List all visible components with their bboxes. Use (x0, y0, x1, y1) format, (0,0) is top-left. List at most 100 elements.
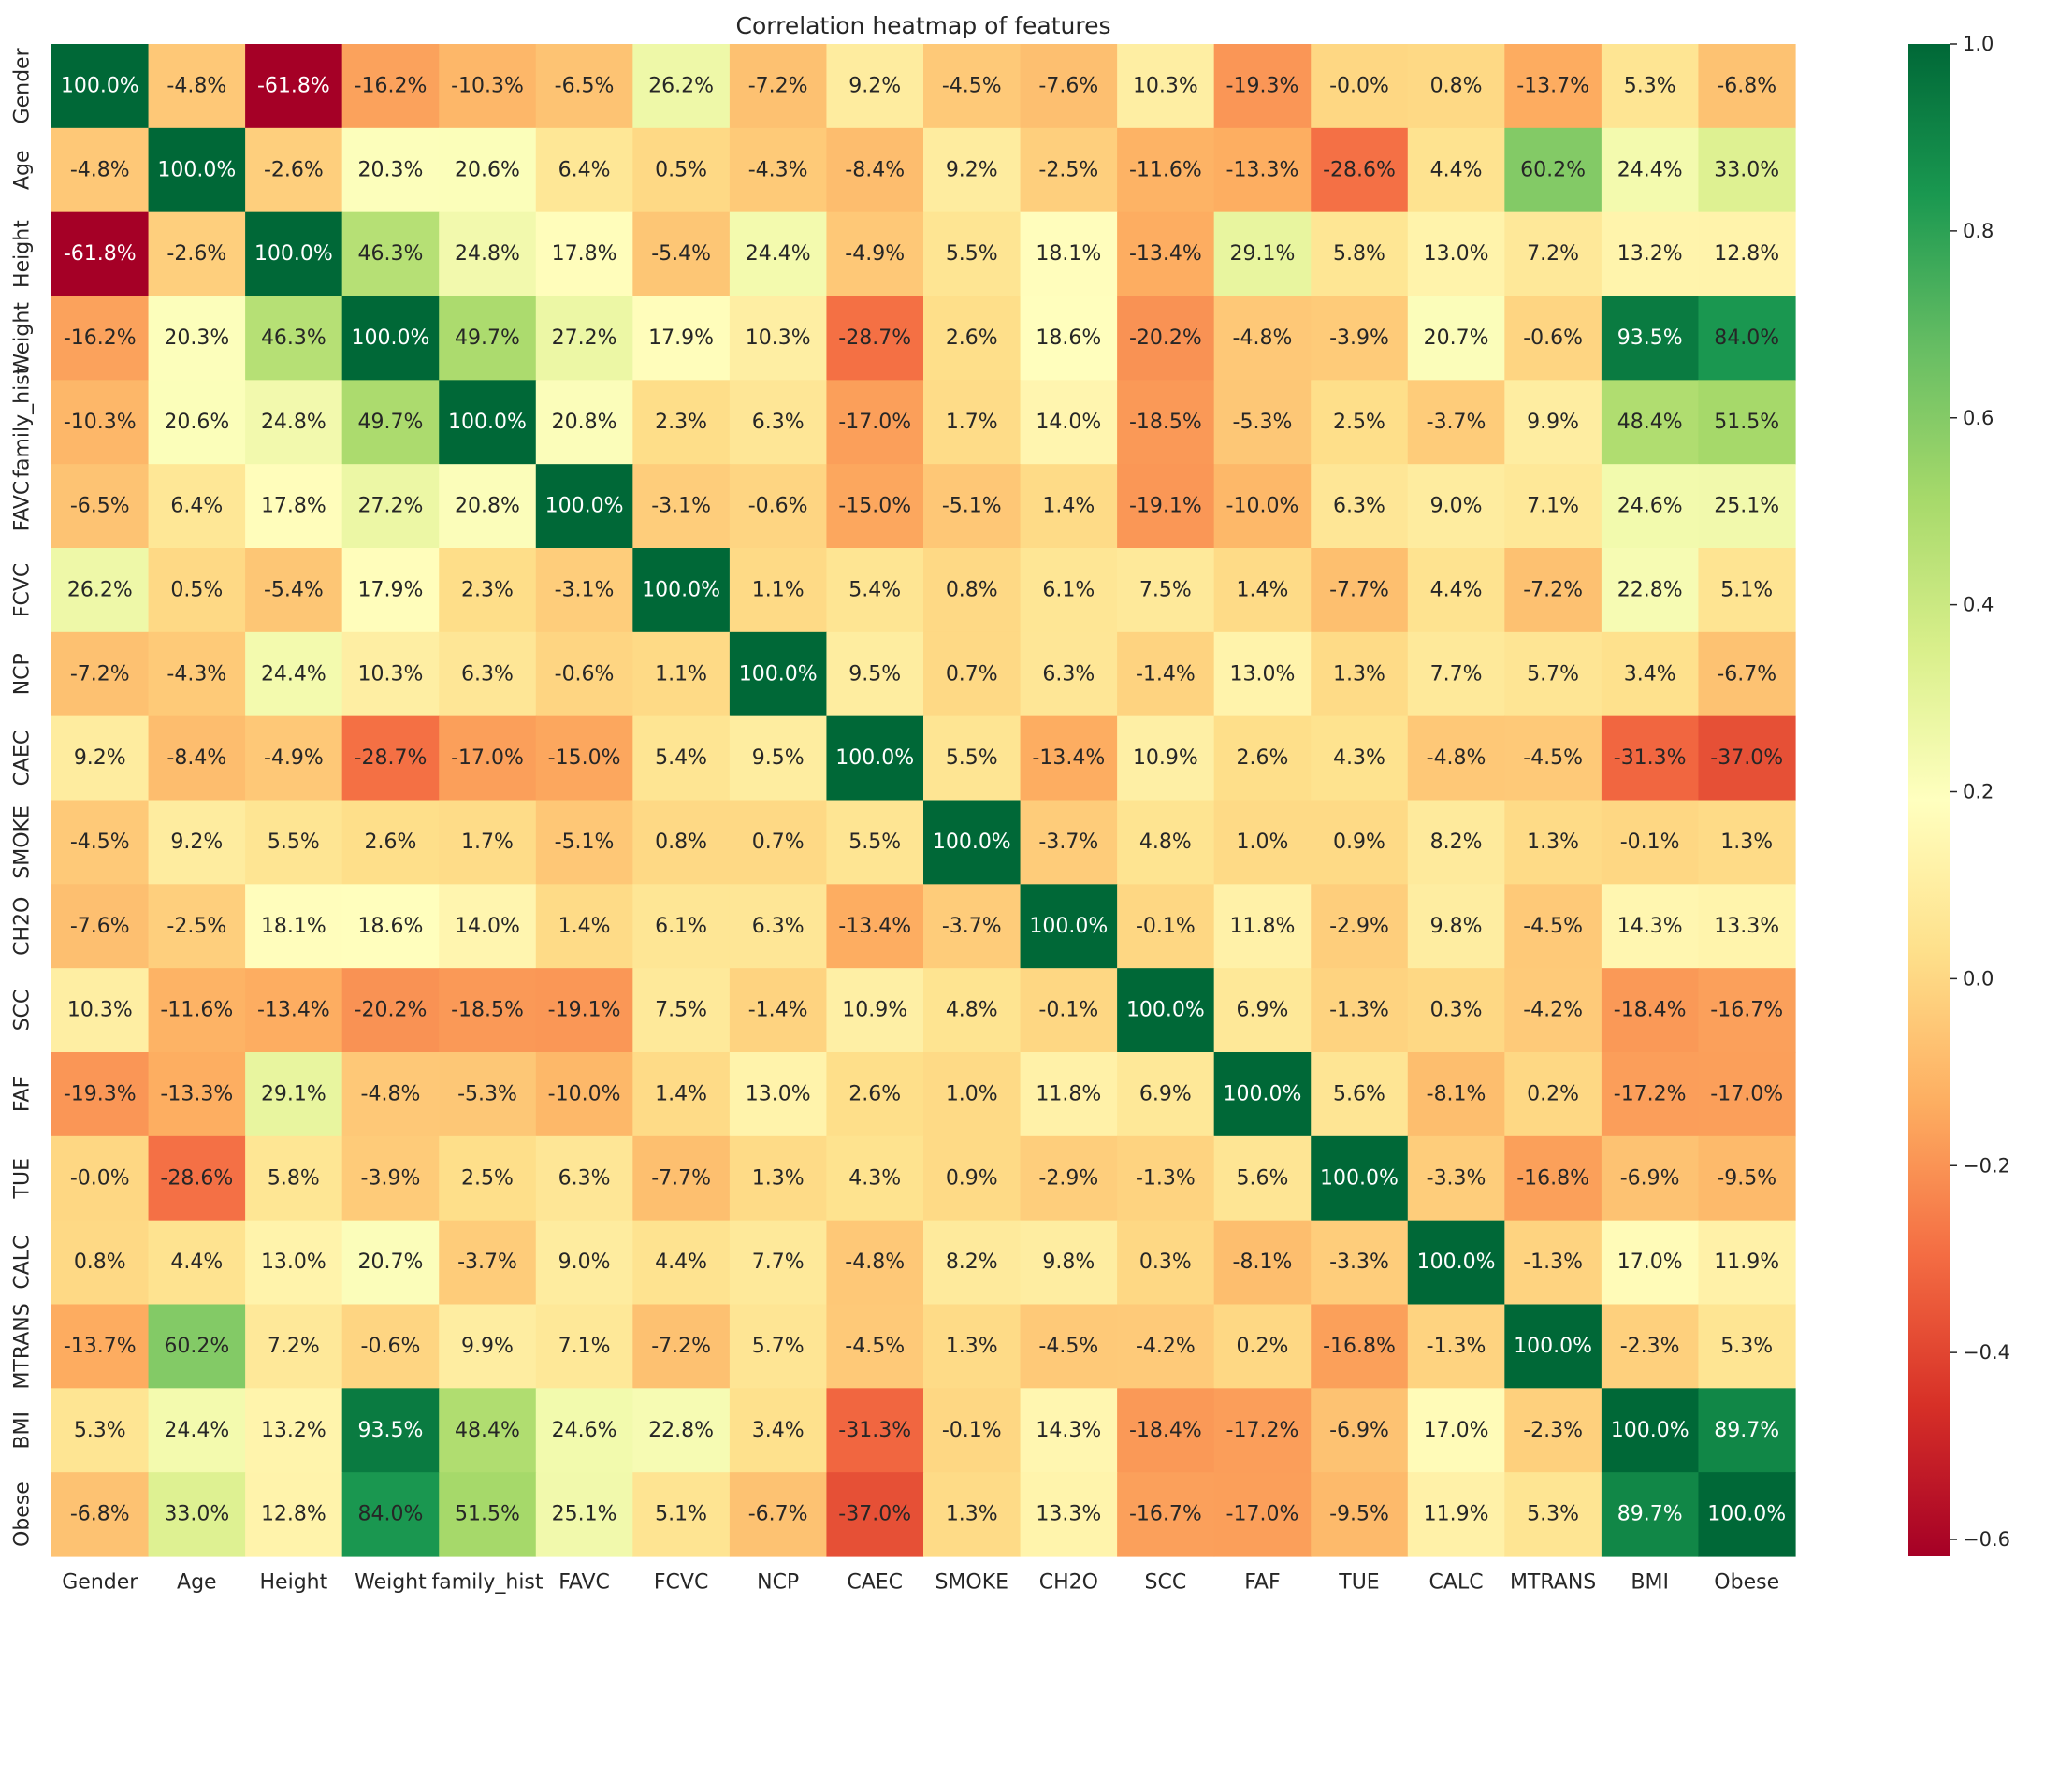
cell-label: -3.7% (1038, 831, 1098, 854)
heatmap-cell-NCP-Height (245, 631, 343, 717)
cell-label: 1.3% (946, 1503, 998, 1526)
cell-label: 6.9% (1139, 1082, 1192, 1106)
cell-label: -2.9% (1329, 915, 1389, 938)
heatmap-cell-NCP-FAF (1213, 631, 1312, 717)
heatmap-cell-Obese-FAF (1213, 1472, 1312, 1557)
cell-label: 1.7% (946, 411, 998, 434)
heatmap-cell-FAVC-Height (245, 464, 343, 549)
cell-label: 1.4% (1236, 578, 1288, 601)
heatmap-cell-CALC-BMI (1601, 1220, 1700, 1306)
cell-label: 13.2% (261, 1419, 326, 1442)
heatmap-cell-Weight-CAEC (826, 296, 924, 381)
heatmap-cell-FCVC-FAVC (535, 548, 633, 633)
cell-label: 100.0% (1223, 1082, 1301, 1106)
cell-label: 100.0% (1707, 1503, 1786, 1526)
cell-label: 100.0% (1320, 1166, 1399, 1190)
heatmap-cell-Gender-Age (148, 44, 246, 129)
cell-label: 9.0% (558, 1250, 611, 1274)
heatmap-cell-FCVC-CH2O (1020, 548, 1118, 633)
cell-label: -20.2% (1129, 326, 1202, 350)
cell-label: 10.3% (746, 326, 811, 350)
y-tick-label-CALC: CALC (11, 1236, 35, 1290)
cell-label: -0.1% (942, 1419, 1002, 1442)
heatmap-cell-CAEC-SCC (1117, 715, 1215, 802)
cell-label: -4.3% (748, 158, 808, 181)
x-tick-label-Age: Age (177, 1571, 217, 1595)
cell-label: 0.7% (946, 662, 998, 686)
cell-label: 89.7% (1714, 1419, 1779, 1442)
heatmap-cell-TUE-CAEC (826, 1135, 924, 1221)
heatmap-cell-Height-MTRANS (1504, 211, 1602, 297)
cell-label: 20.7% (357, 1250, 423, 1274)
cell-label: -10.0% (548, 1082, 621, 1106)
heatmap-cell-NCP-MTRANS (1504, 631, 1602, 717)
cell-label: 100.0% (739, 662, 818, 686)
y-tick-label-Weight: Weight (11, 302, 35, 374)
cell-label: -13.3% (160, 1082, 233, 1106)
heatmap-cell-FCVC-Gender (51, 548, 150, 633)
heatmap-cell-NCP-FAVC (535, 631, 633, 717)
cell-label: -4.8% (1427, 746, 1486, 770)
heatmap-cell-NCP-BMI (1601, 631, 1700, 717)
cell-label: 11.8% (1229, 915, 1295, 938)
heatmap-cell-Weight-Obese (1698, 296, 1796, 381)
heatmap-cell-Weight-CALC (1407, 296, 1505, 381)
cell-label: -7.7% (651, 1166, 711, 1190)
cell-label: 24.4% (261, 662, 326, 686)
y-tick-label-MTRANS: MTRANS (11, 1303, 35, 1389)
cell-label: 17.0% (1424, 1419, 1489, 1442)
cell-label: 13.2% (1617, 242, 1683, 266)
heatmap-cell-Height-Weight (341, 211, 440, 297)
y-tick-label-CH2O: CH2O (11, 897, 35, 956)
cell-label: -7.6% (70, 915, 130, 938)
cell-label: 29.1% (261, 1082, 326, 1106)
colorbar-tick-label: 0.4 (1963, 594, 1994, 616)
cell-label: -6.9% (1620, 1166, 1680, 1190)
heatmap-cell-FAVC-MTRANS (1504, 464, 1602, 549)
cell-label: 13.0% (261, 1250, 326, 1274)
cell-label: -9.5% (1717, 1166, 1776, 1190)
cell-label: -4.2% (1523, 999, 1583, 1022)
cell-label: -31.3% (1614, 746, 1687, 770)
heatmap-cell-TUE-Age (148, 1135, 246, 1221)
heatmap-cell-Height-TUE (1311, 211, 1409, 297)
heatmap-cell-CAEC-Weight (341, 715, 440, 802)
cell-label: -1.3% (1136, 1166, 1196, 1190)
y-tick-label-FCVC: FCVC (11, 563, 35, 617)
heatmap-cell-BMI-CH2O (1020, 1388, 1118, 1473)
heatmap-cell-SCC-MTRANS (1504, 968, 1602, 1053)
heatmap-cell-CALC-Age (148, 1220, 246, 1306)
cell-label: 5.5% (946, 242, 998, 266)
cell-label: 5.1% (1720, 578, 1773, 601)
y-tick-label-family_hist: family_hist (11, 366, 35, 477)
heatmap-cell-MTRANS-SCC (1117, 1304, 1215, 1389)
heatmap-cell-Height-Age (148, 211, 246, 297)
heatmap-cell-SCC-FCVC (632, 968, 731, 1053)
cell-label: 2.6% (1236, 746, 1288, 770)
heatmap-cell-SMOKE-NCP (729, 800, 828, 885)
heatmap-cell-FAVC-TUE (1311, 464, 1409, 549)
cell-label: 100.0% (1611, 1419, 1689, 1442)
cell-label: -1.3% (1427, 1335, 1486, 1358)
cell-label: -17.0% (1226, 1503, 1299, 1526)
cell-label: 27.2% (552, 326, 617, 350)
cell-label: 51.5% (455, 1503, 520, 1526)
x-tick-label-Height: Height (260, 1571, 328, 1595)
cell-label: 2.6% (364, 831, 416, 854)
cell-label: -16.2% (64, 326, 137, 350)
cell-label: 24.4% (164, 1419, 229, 1442)
heatmap-cell-BMI-CAEC (826, 1388, 924, 1473)
heatmap-cell-FAF-MTRANS (1504, 1052, 1602, 1137)
heatmap-cell-SMOKE-Obese (1698, 800, 1796, 885)
heatmap-cell-Obese-SMOKE (923, 1472, 1022, 1557)
heatmap-cell-BMI-FAF (1213, 1388, 1312, 1473)
cell-label: 1.3% (1527, 831, 1579, 854)
heatmap-cell-FAF-SCC (1117, 1052, 1215, 1137)
heatmap-cell-Age-TUE (1311, 127, 1409, 213)
cell-label: -28.6% (1323, 158, 1396, 181)
colorbar-ticks: −0.6 −0.4 −0.2 0.0 0.2 0.4 0.6 0.8 1.0 (1950, 33, 2010, 1551)
cell-label: 24.6% (552, 1419, 617, 1442)
heatmap-cell-SMOKE-SMOKE (923, 800, 1022, 885)
cell-label: -17.2% (1226, 1419, 1299, 1442)
cell-label: 4.4% (1430, 578, 1483, 601)
